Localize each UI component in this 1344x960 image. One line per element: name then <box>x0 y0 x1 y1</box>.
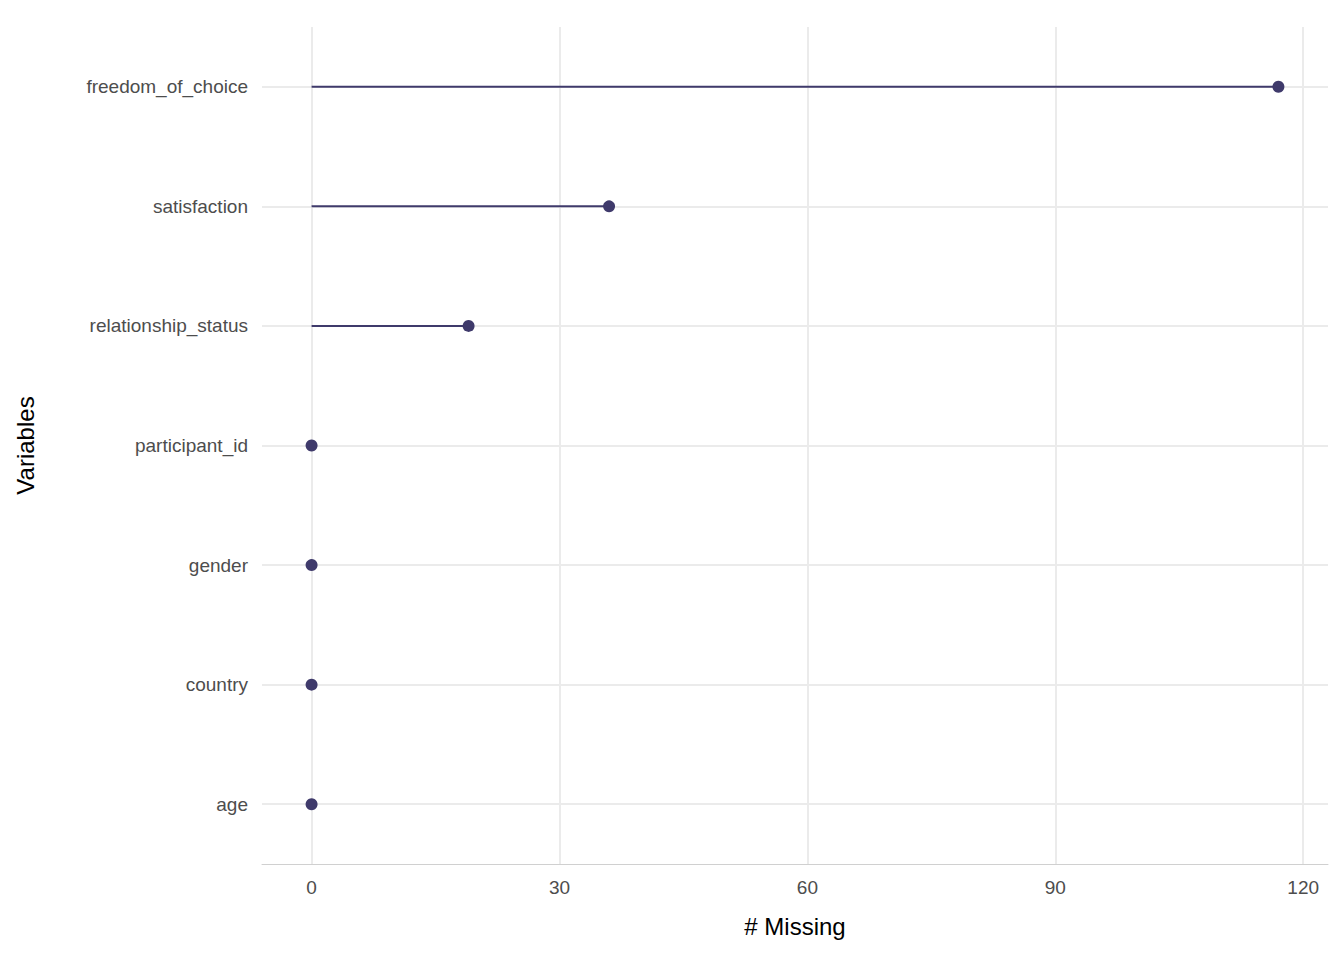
svg-text:gender: gender <box>189 555 249 576</box>
svg-text:90: 90 <box>1045 877 1066 898</box>
svg-text:Variables: Variables <box>12 396 39 494</box>
svg-text:relationship_status: relationship_status <box>90 315 248 337</box>
svg-text:country: country <box>186 674 249 695</box>
svg-text:# Missing: # Missing <box>744 913 845 940</box>
svg-text:120: 120 <box>1287 877 1319 898</box>
svg-text:freedom_of_choice: freedom_of_choice <box>86 76 248 98</box>
svg-text:0: 0 <box>306 877 317 898</box>
svg-text:30: 30 <box>549 877 570 898</box>
svg-text:participant_id: participant_id <box>135 435 248 457</box>
svg-text:age: age <box>216 794 248 815</box>
svg-text:satisfaction: satisfaction <box>153 196 248 217</box>
svg-text:60: 60 <box>797 877 818 898</box>
